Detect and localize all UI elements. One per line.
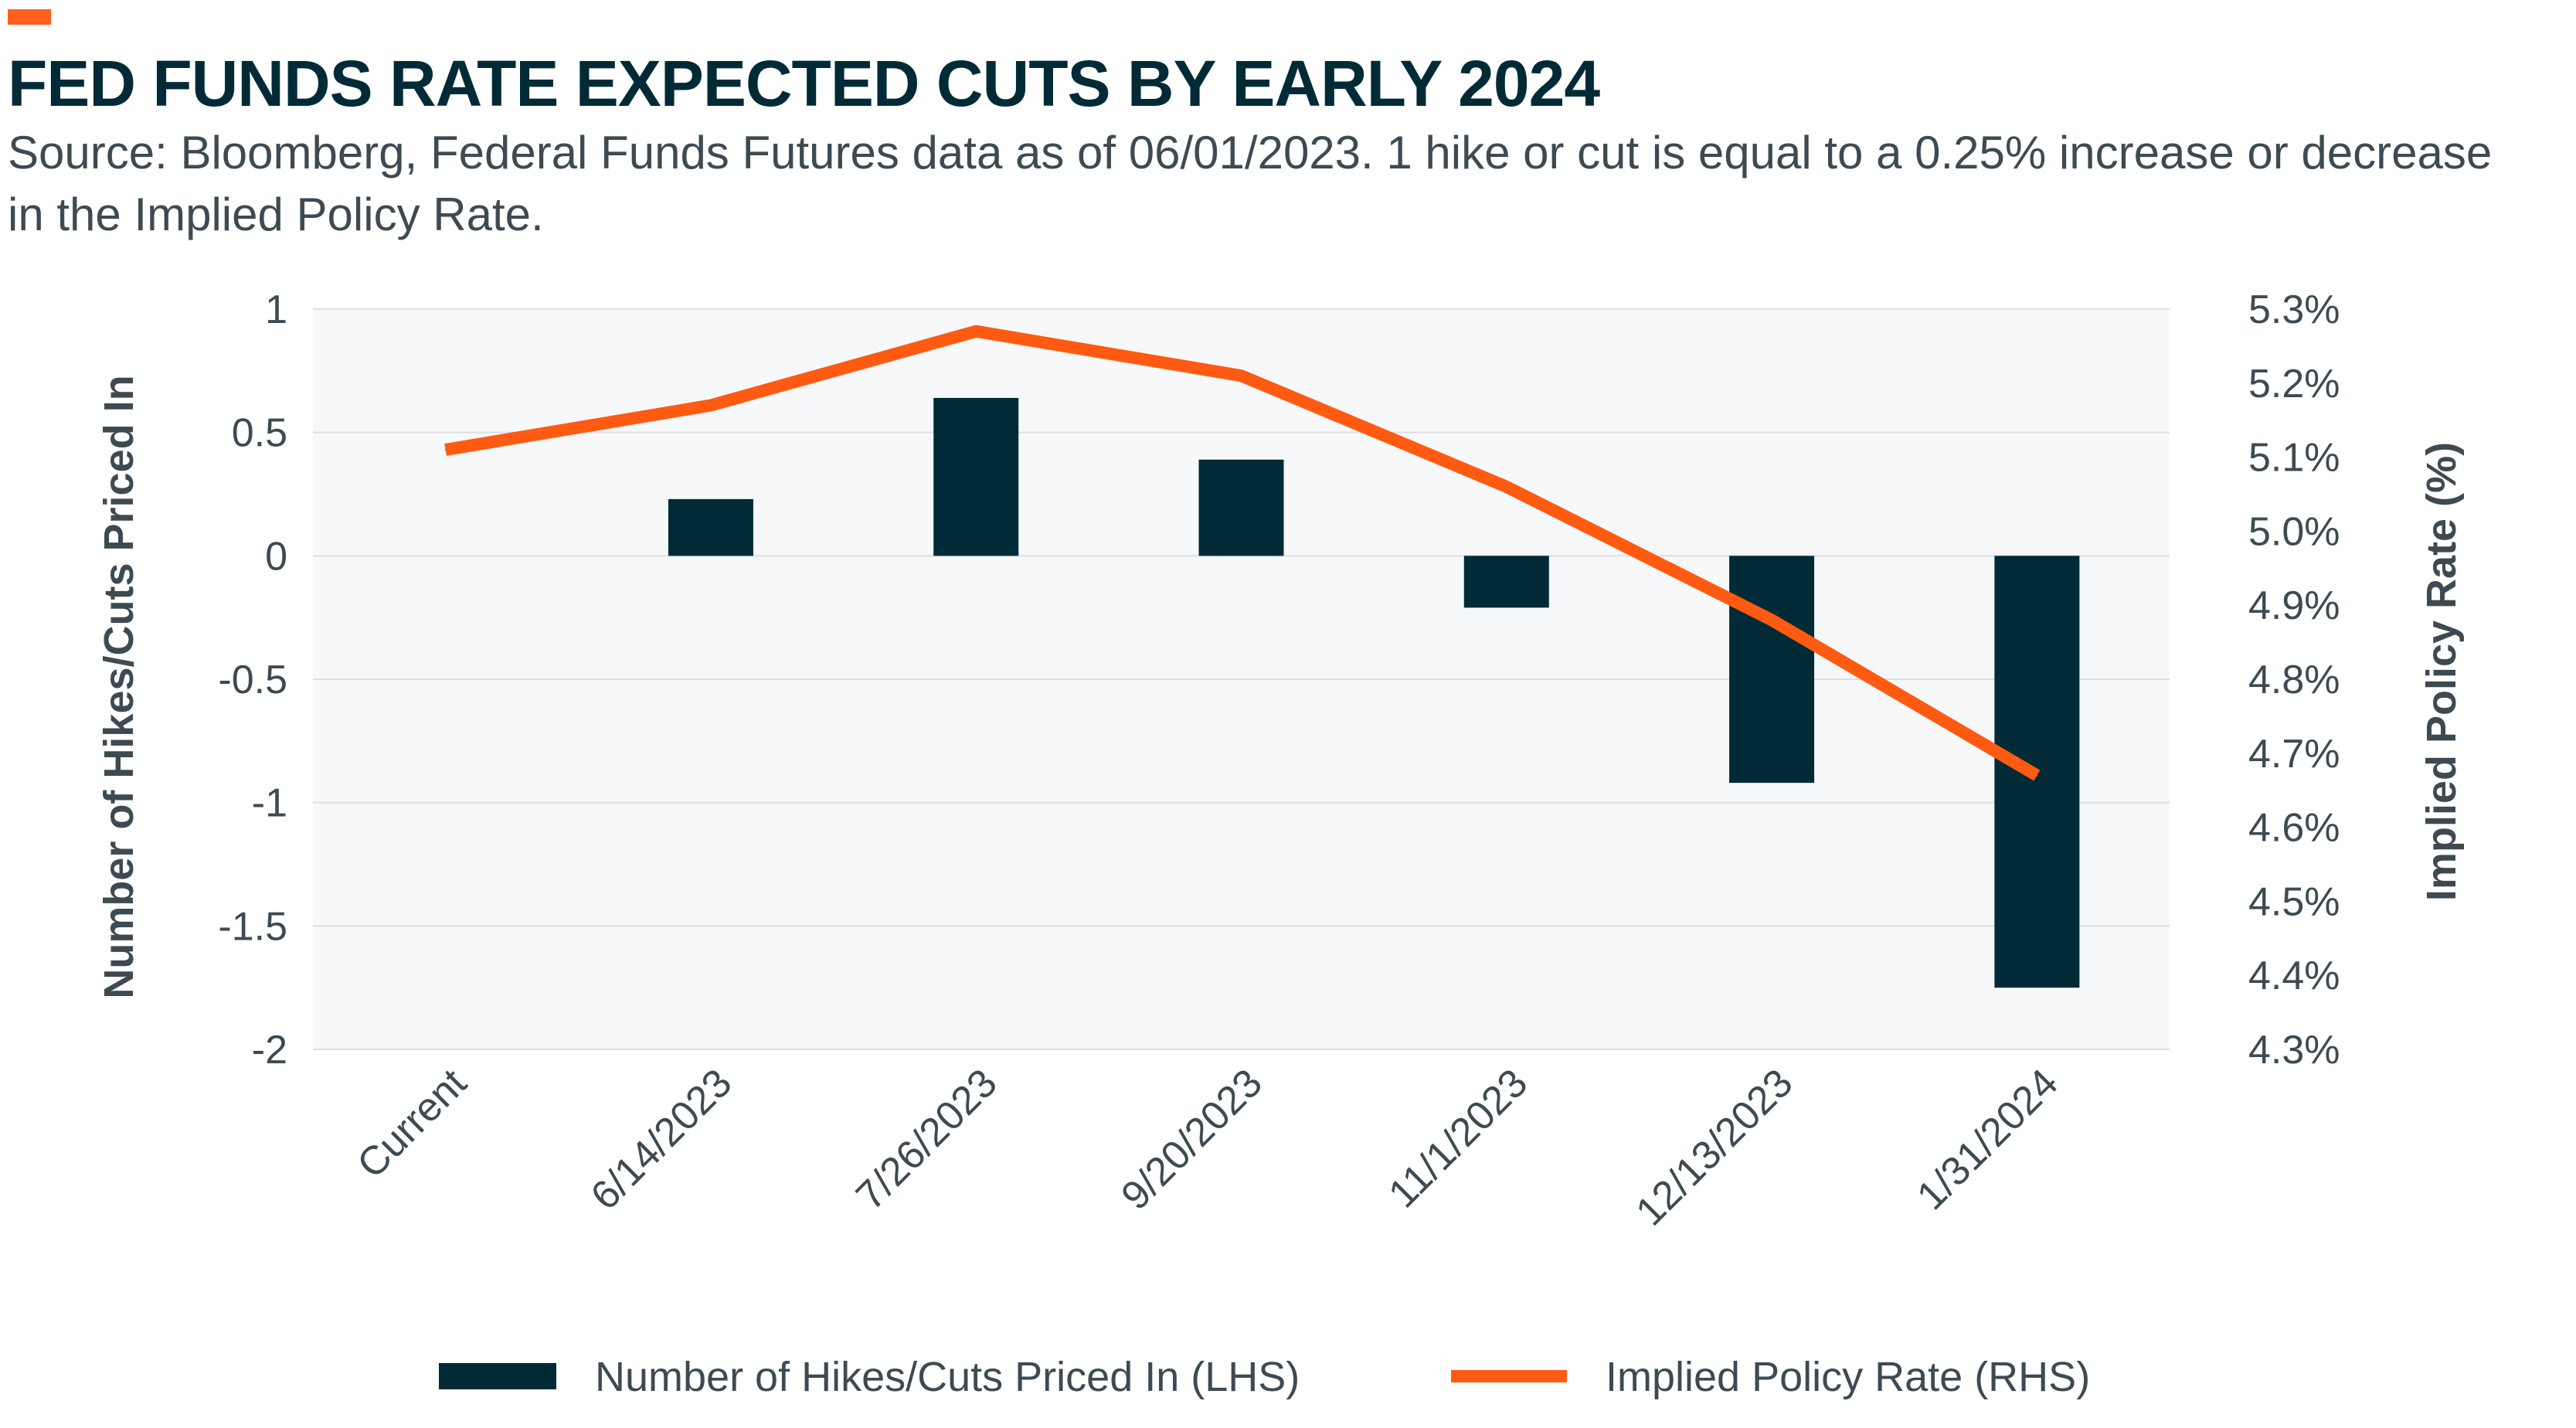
bar bbox=[668, 498, 753, 556]
bar bbox=[1729, 556, 1815, 784]
chart-title: FED FUNDS RATE EXPECTED CUTS BY EARLY 20… bbox=[8, 47, 1600, 120]
x-axis: Current 6/14/2023 7/26/2023 9/20/2023 11/1/2… bbox=[348, 1060, 2066, 1234]
right-tick-label: 4.6% bbox=[2248, 806, 2340, 851]
right-tick-label: 4.7% bbox=[2248, 732, 2340, 777]
line-point bbox=[975, 330, 977, 332]
accent-bar bbox=[8, 9, 51, 25]
bar bbox=[933, 397, 1019, 556]
bar-series bbox=[403, 397, 2080, 988]
line-point bbox=[1240, 375, 1242, 377]
line-point bbox=[1505, 485, 1507, 488]
line-point bbox=[709, 404, 712, 406]
left-tick-label: -1 bbox=[252, 781, 287, 826]
line-point bbox=[1771, 619, 1773, 621]
left-tick-label: 1 bbox=[265, 287, 287, 332]
left-axis: 1 0.5 0 -0.5 -1 -1.5 -2 bbox=[218, 287, 287, 1073]
x-tick-label: Current bbox=[348, 1060, 475, 1187]
legend-line-swatch bbox=[1451, 1370, 1567, 1382]
right-tick-label: 4.5% bbox=[2248, 879, 2340, 924]
right-tick-label: 4.8% bbox=[2248, 658, 2340, 702]
x-tick-label: 11/1/2023 bbox=[1380, 1060, 1536, 1216]
chart-subtitle: Source: Bloomberg, Federal Funds Futures… bbox=[8, 127, 2493, 240]
left-tick-label: -1.5 bbox=[218, 904, 287, 949]
legend: Number of Hikes/Cuts Priced In (LHS) Imp… bbox=[439, 1354, 2090, 1400]
line-point bbox=[444, 449, 447, 451]
right-tick-label: 5.1% bbox=[2248, 436, 2340, 481]
x-tick-label: 1/31/2024 bbox=[1908, 1060, 2067, 1219]
bar bbox=[1463, 556, 1549, 608]
legend-line-label: Implied Policy Rate (RHS) bbox=[1606, 1354, 2090, 1400]
right-tick-label: 5.2% bbox=[2248, 362, 2340, 406]
right-tick-label: 5.0% bbox=[2248, 509, 2340, 554]
left-tick-label: -2 bbox=[252, 1028, 287, 1073]
left-tick-label: -0.5 bbox=[218, 658, 287, 702]
right-axis: 5.3% 5.2% 5.1% 5.0% 4.9% 4.8% 4.7% 4.6% 4.5% 4.4%… bbox=[2248, 287, 2340, 1073]
right-axis-title: Implied Policy Rate (%) bbox=[2418, 442, 2465, 901]
x-tick-label: 12/13/2023 bbox=[1628, 1060, 1802, 1234]
right-tick-label: 4.4% bbox=[2248, 954, 2340, 998]
left-axis-title: Number of Hikes/Cuts Priced In bbox=[96, 375, 142, 998]
legend-bar-swatch bbox=[439, 1363, 556, 1389]
x-tick-label: 7/26/2023 bbox=[848, 1060, 1006, 1219]
right-tick-label: 4.9% bbox=[2248, 583, 2340, 628]
x-tick-label: 9/20/2023 bbox=[1113, 1060, 1271, 1219]
bar bbox=[1198, 459, 1284, 556]
line-point bbox=[2036, 774, 2038, 777]
x-tick-label: 6/14/2023 bbox=[583, 1060, 741, 1219]
left-tick-label: 0 bbox=[265, 534, 287, 579]
right-tick-label: 5.3% bbox=[2248, 287, 2340, 332]
legend-bar-label: Number of Hikes/Cuts Priced In (LHS) bbox=[595, 1354, 1300, 1400]
left-tick-label: 0.5 bbox=[232, 411, 287, 456]
line-series bbox=[444, 325, 2041, 781]
right-tick-label: 4.3% bbox=[2248, 1028, 2340, 1073]
